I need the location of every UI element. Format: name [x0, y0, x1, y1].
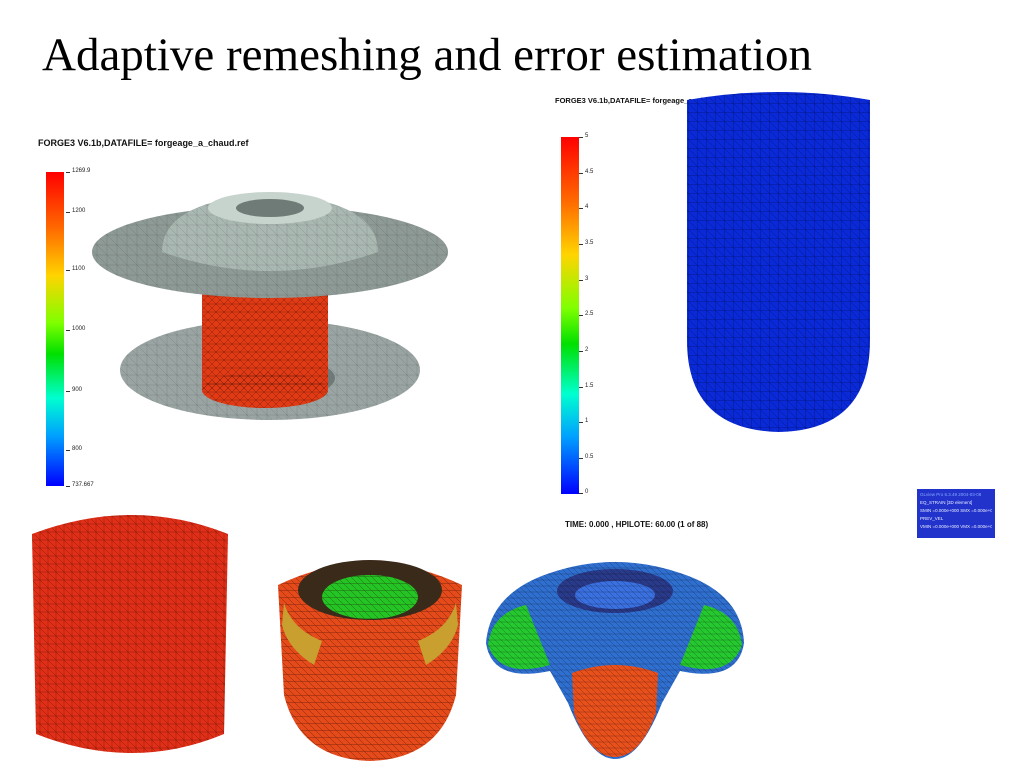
- right-panel-header: FORGE3 V6.1b,DATAFILE= forgeage_a_chaud.…: [555, 96, 731, 105]
- blue-billet-render: [687, 92, 870, 432]
- final-forging-render: [486, 562, 744, 759]
- time-label: TIME: 0.000 , HPILOTE: 60.00 (1 of 88): [565, 520, 709, 529]
- legend-line: GLview Pro 6.3.49 2004-03-08: [920, 492, 982, 497]
- right-scale-tick: 2.5: [578, 311, 594, 317]
- viewer-legend-box: GLview Pro 6.3.49 2004-03-08 EQ_STRAIN […: [917, 489, 995, 538]
- intermediate-forging-render: [278, 560, 462, 761]
- left-scale-tick: 900: [65, 387, 83, 393]
- right-scale-tick: 3: [578, 276, 589, 282]
- legend-line: VMIN =0.000e+000 VMX =0.000e+000: [920, 524, 992, 529]
- left-scale-tick: 737.667: [66, 482, 94, 488]
- legend-line: EQ_STRAIN [3D element]: [920, 500, 973, 505]
- left-scale-tick: 1100: [66, 266, 85, 272]
- initial-billet-render: [32, 515, 228, 753]
- right-scale-tick: 4: [578, 204, 589, 210]
- left-scale-tick: 1000: [65, 326, 86, 332]
- right-scale-tick: 1.5: [578, 383, 594, 389]
- right-scale-tick: 2: [578, 347, 589, 353]
- right-scale-tick: 5: [578, 133, 589, 139]
- left-scale-tick: 1200: [65, 208, 86, 214]
- legend-line: SMIN =0.000e+000 SMX =0.000e+000: [920, 508, 992, 513]
- strain-color-scale: [561, 137, 579, 494]
- left-panel-header: FORGE3 V6.1b,DATAFILE= forgeage_a_chaud.…: [38, 138, 249, 148]
- right-scale-tick: 4.5: [578, 169, 594, 175]
- right-scale-tick: 0: [578, 489, 589, 495]
- left-scale-tick: 1269.9: [65, 168, 91, 174]
- right-scale-tick: 1: [578, 418, 589, 424]
- left-scale-tick: 800: [65, 446, 83, 452]
- forging-die-render: [92, 192, 448, 420]
- temperature-color-scale: [46, 172, 64, 486]
- right-scale-tick: 3.5: [578, 240, 594, 246]
- slide-title: Adaptive remeshing and error estimation: [42, 29, 813, 81]
- right-scale-tick: 0.5: [578, 454, 594, 460]
- legend-line: PREV_VEL: [920, 516, 944, 521]
